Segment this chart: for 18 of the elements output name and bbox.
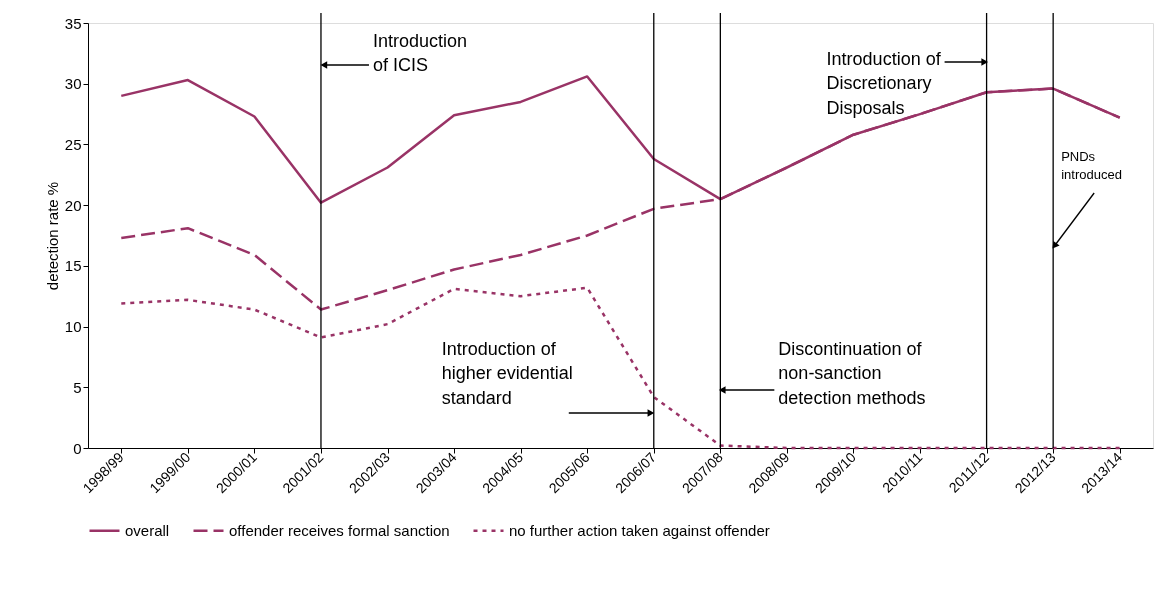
- line-series: [120, 286, 1121, 450]
- y-tick-label: 15: [64, 257, 82, 275]
- y-tick-label: 10: [64, 318, 82, 336]
- y-axis-title: detection rate %: [43, 181, 61, 291]
- y-tick-label: 35: [64, 14, 82, 32]
- y-tick-label: 30: [64, 75, 82, 93]
- legend-label: no further action taken against offender: [509, 521, 770, 539]
- ref-line-label: Discontinuation of non-sanction detection methods: [778, 339, 926, 408]
- ref-line-label: PNDs introduced: [1061, 149, 1122, 182]
- ref-line-label: Introduction of ICIS: [372, 31, 468, 76]
- legend-label: offender receives formal sanction: [229, 521, 450, 539]
- legend-label: overall: [125, 521, 170, 539]
- y-tick-label: 25: [64, 135, 82, 153]
- y-tick-label: 20: [64, 196, 82, 214]
- ref-line-label: Introduction of higher evidential standard: [441, 339, 573, 408]
- y-tick-label: 0: [73, 439, 82, 457]
- ref-line-label: Introduction of Discretionary Disposals: [826, 49, 942, 118]
- y-tick-label: 5: [73, 378, 82, 396]
